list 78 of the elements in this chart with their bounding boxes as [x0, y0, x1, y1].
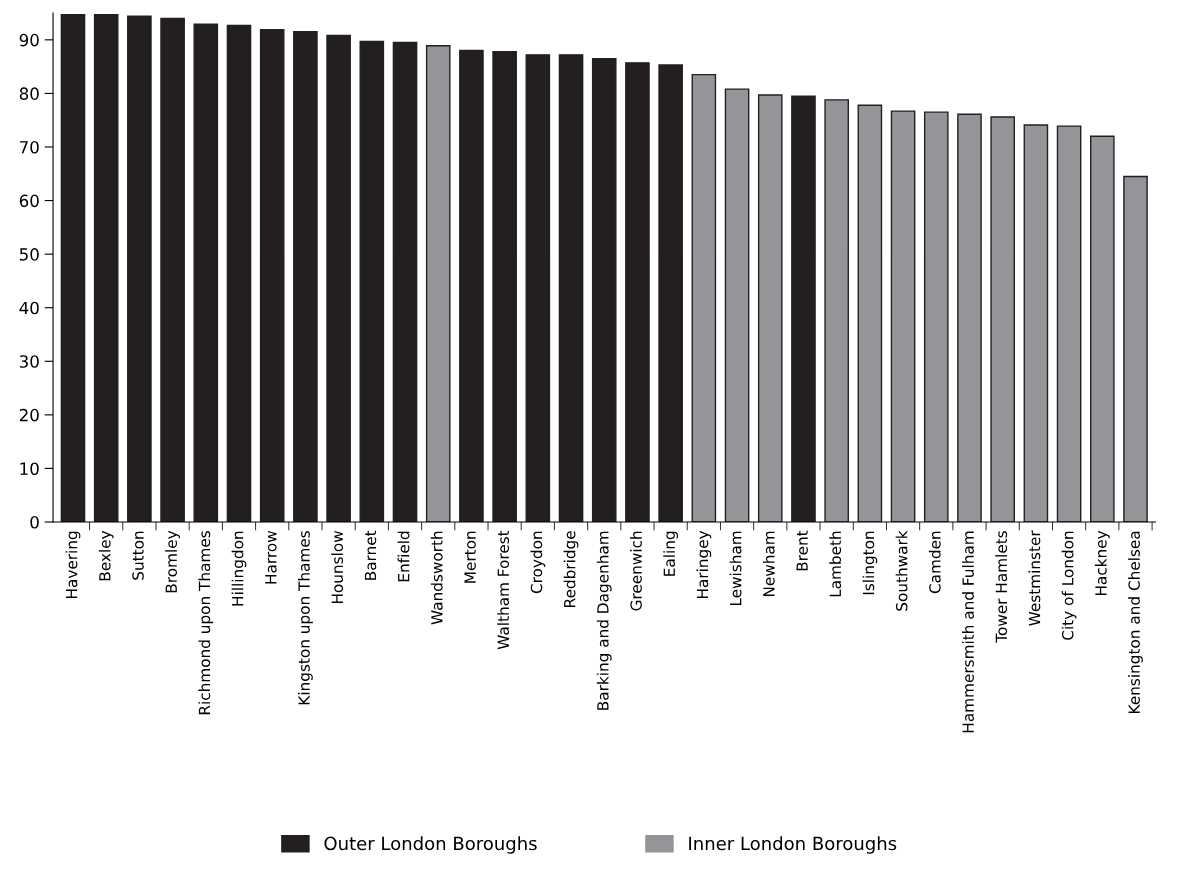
bar: [558, 54, 584, 522]
bar: [160, 17, 185, 522]
x-tick-label: Newham: [762, 531, 775, 597]
y-tick-label: 30: [19, 355, 39, 368]
y-tick-label: 50: [19, 248, 39, 261]
x-tick-label: Ealing: [663, 531, 679, 576]
bar: [193, 23, 219, 522]
bar: [1089, 135, 1115, 522]
bar: [127, 15, 152, 522]
x-tick-label: Hammersmith and Fulham: [962, 531, 974, 733]
bar: [425, 45, 451, 522]
x-tick-label: Sutton: [132, 531, 144, 580]
x-tick-label: Barnet: [364, 530, 377, 580]
bar: [625, 62, 650, 522]
x-tick-label: Haringey: [696, 530, 712, 599]
y-tick-label: 70: [20, 140, 39, 154]
x-tick-label: Brent: [796, 530, 808, 571]
bar: [326, 34, 351, 522]
bar: [525, 54, 551, 522]
bar: [658, 64, 683, 522]
x-tick-label: Hillingdon: [231, 531, 247, 606]
y-tick-label: 10: [20, 462, 39, 475]
bar: [691, 73, 717, 522]
bar: [359, 40, 385, 522]
bar: [259, 28, 285, 522]
bar: [990, 116, 1015, 522]
bar: [857, 104, 883, 522]
bar: [93, 13, 119, 522]
y-tick-label: 40: [19, 301, 39, 315]
bar: [1123, 175, 1148, 522]
x-tick-label: Southwark: [895, 530, 908, 611]
x-tick-label: Lambeth: [829, 531, 842, 597]
bar: [293, 31, 318, 522]
bar: [757, 94, 783, 522]
x-tick-label: Camden: [928, 531, 941, 594]
bar: [226, 24, 252, 522]
x-tick-label: Bexley: [98, 530, 114, 581]
legend-label: Outer London Boroughs: [324, 836, 537, 854]
legend-label: Inner London Boroughs: [689, 836, 897, 854]
x-tick-label: Havering: [65, 531, 81, 599]
x-tick-label: Kensington and Chelsea: [1128, 531, 1143, 713]
bar: [890, 110, 916, 522]
y-tick-label: 80: [19, 87, 39, 100]
y-tick-label: 0: [30, 515, 39, 529]
x-tick-label: Waltham Forest: [497, 530, 510, 650]
x-tick-label: Tower Hamlets: [995, 531, 1008, 643]
bar: [492, 50, 517, 522]
bar: [60, 13, 86, 522]
bar: [459, 49, 484, 522]
x-tick-label: Kingston upon Thames: [298, 531, 313, 705]
x-tick-label: Westminster: [1028, 530, 1041, 626]
x-tick-label: Islington: [862, 531, 878, 595]
y-tick-label: 90: [19, 33, 39, 47]
x-tick-label: Richmond upon Thames: [198, 531, 214, 715]
x-tick-label: Hounslow: [331, 530, 344, 604]
x-tick-label: Bromley: [165, 530, 180, 593]
y-tick-label: 20: [19, 408, 39, 422]
bar: [1023, 124, 1049, 522]
x-tick-label: Wandsworth: [430, 531, 443, 625]
bar: [923, 111, 949, 522]
x-tick-label: Lewisham: [729, 531, 742, 606]
x-tick-label: City of London: [1061, 531, 1077, 640]
x-tick-label: Harrow: [265, 530, 277, 584]
bar: [591, 57, 617, 522]
bar: [1056, 125, 1082, 522]
x-tick-label: Greenwich: [630, 531, 642, 611]
bar: [724, 88, 750, 522]
x-tick-label: Hackney: [1094, 530, 1110, 596]
x-tick-label: Merton: [464, 531, 476, 583]
bar: [791, 95, 816, 522]
bar: [392, 41, 418, 522]
x-tick-label: Redbridge: [563, 531, 579, 607]
y-tick-label: 60: [19, 194, 39, 208]
x-tick-label: Barking and Dagenham: [596, 531, 612, 710]
x-tick-label: Enfield: [397, 531, 410, 582]
bar: [957, 113, 982, 522]
x-tick-label: Croydon: [530, 531, 546, 594]
bar: [824, 99, 849, 522]
